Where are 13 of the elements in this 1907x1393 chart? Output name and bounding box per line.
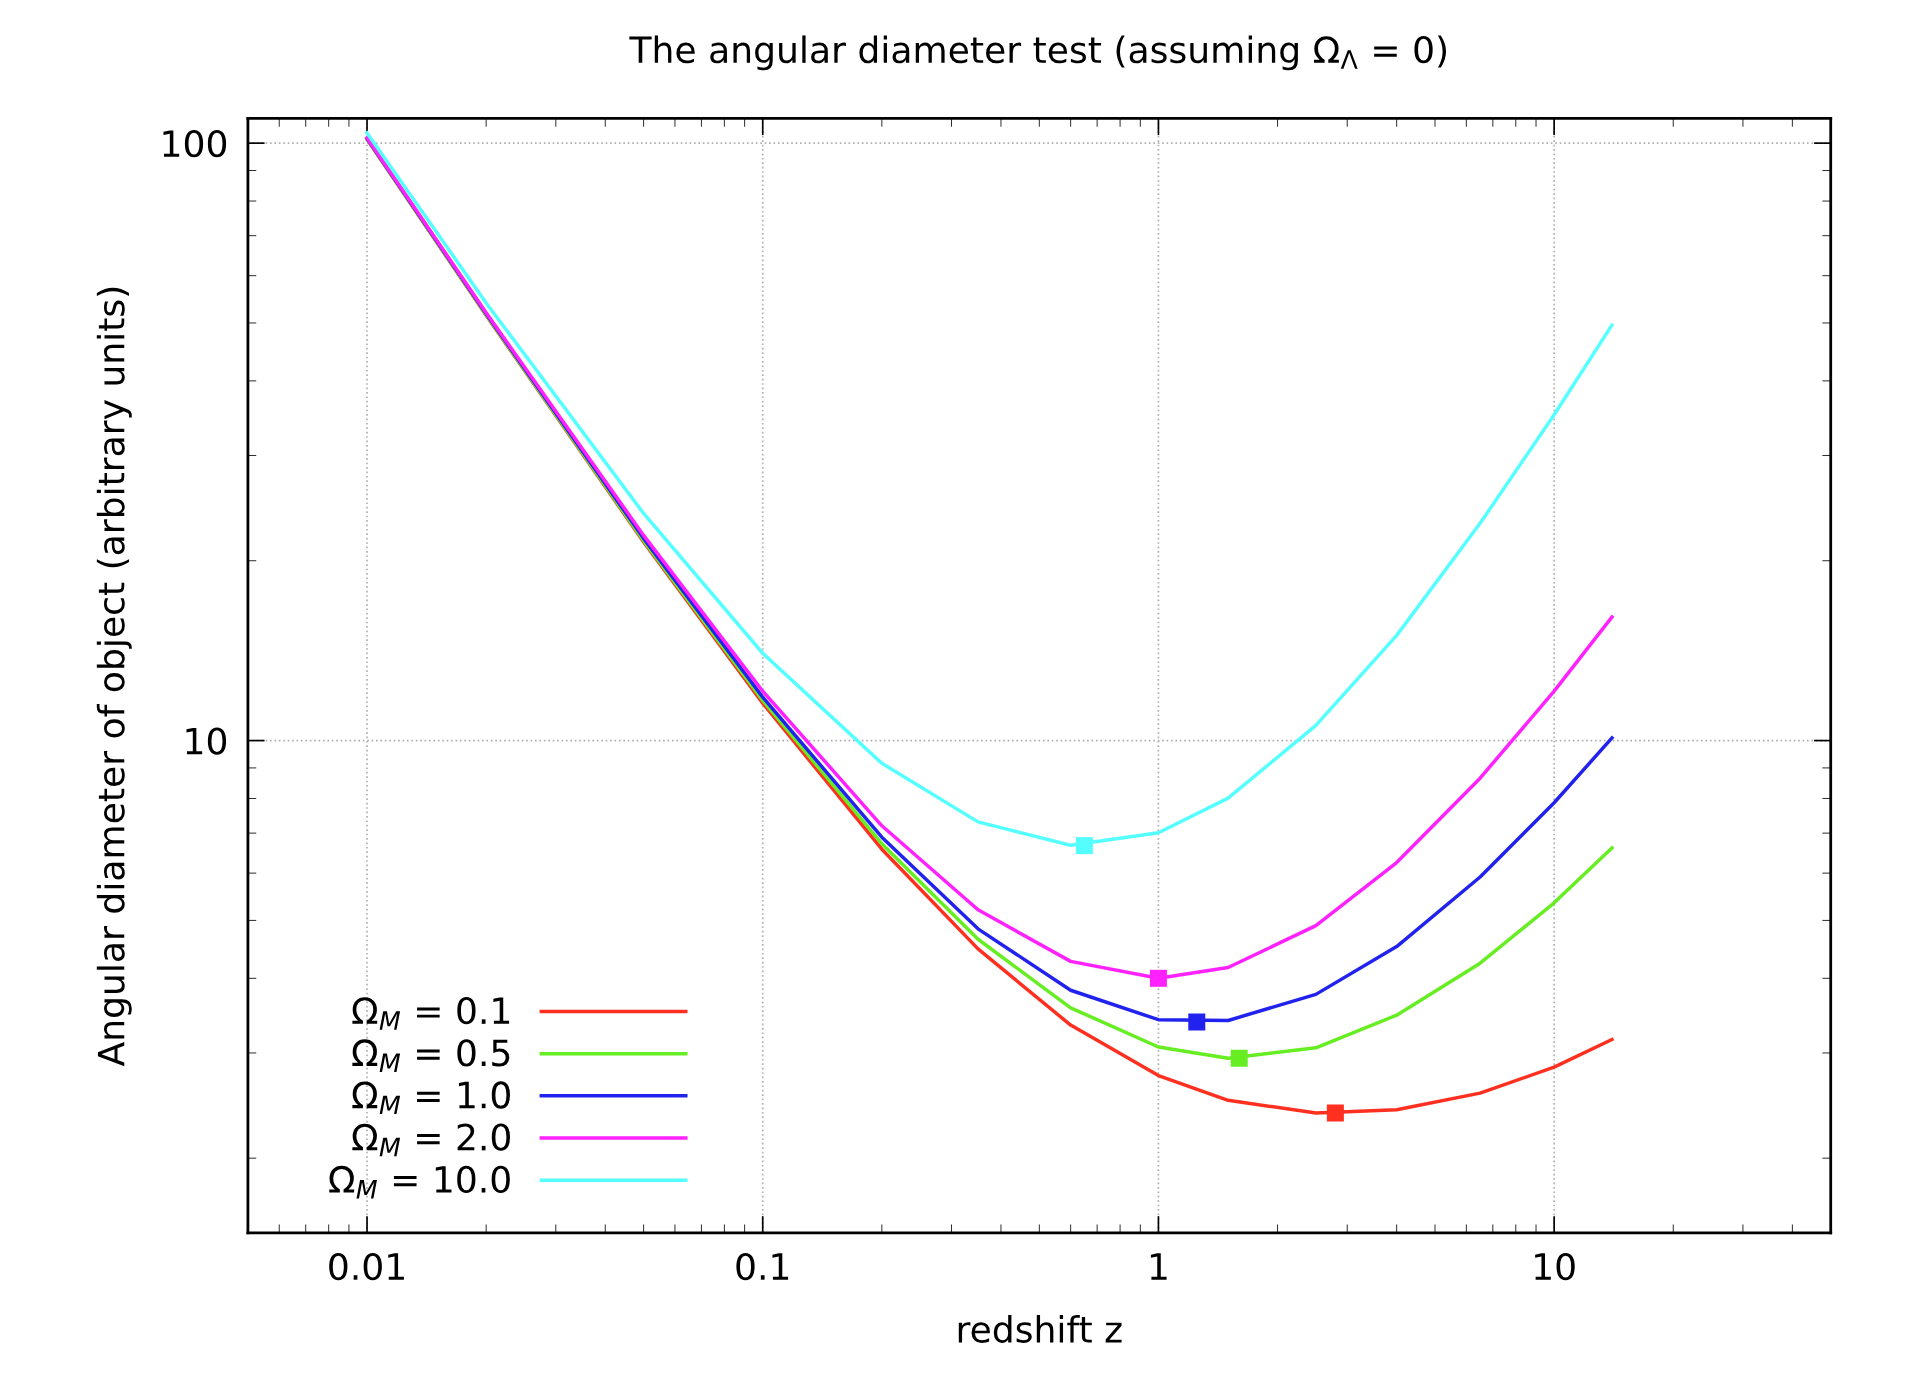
legend-label: Ω$_{M}$ = 0.1	[352, 997, 510, 1030]
legend-label: Ω$_{M}$ = 0.5	[352, 1039, 510, 1072]
x-axis-title: redshift z	[958, 1314, 1122, 1343]
legend-label: Ω$_{M}$ = 10.0	[329, 1165, 510, 1199]
chart-title: The angular diameter test (assuming Ω$_{Λ}$ = 0)	[629, 35, 1447, 71]
x-tick-label: 10	[1535, 1252, 1575, 1281]
x-tick-label: 0.01	[329, 1252, 404, 1281]
legend-label: Ω$_{M}$ = 2.0	[352, 1123, 510, 1157]
y-axis-title: Angular diameter of object (arbitrary units)	[96, 287, 132, 1067]
x-tick-label: 1	[1150, 1253, 1167, 1280]
legend-label: Ω$_{M}$ = 1.0	[352, 1081, 510, 1115]
x-tick-label: 0.1	[736, 1252, 789, 1281]
y-tick-label: 100	[163, 130, 227, 158]
